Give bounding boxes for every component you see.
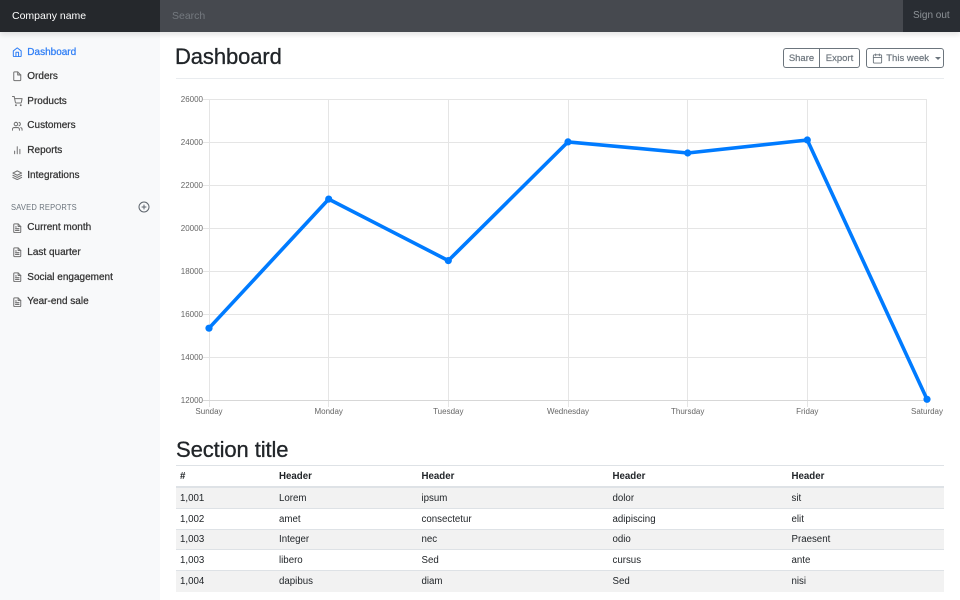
svg-text:26000: 26000 <box>181 95 204 104</box>
svg-text:20000: 20000 <box>181 224 204 233</box>
svg-text:Monday: Monday <box>314 407 342 416</box>
svg-text:Thursday: Thursday <box>671 407 704 416</box>
svg-text:16000: 16000 <box>181 310 204 319</box>
svg-text:22000: 22000 <box>181 181 204 190</box>
svg-text:Sunday: Sunday <box>195 407 222 416</box>
svg-text:14000: 14000 <box>181 353 204 362</box>
svg-text:24000: 24000 <box>181 138 204 147</box>
svg-text:Wednesday: Wednesday <box>547 407 589 416</box>
svg-text:Tuesday: Tuesday <box>433 407 463 416</box>
svg-text:Saturday: Saturday <box>911 407 943 416</box>
svg-text:Friday: Friday <box>796 407 818 416</box>
svg-text:12000: 12000 <box>181 396 204 405</box>
svg-text:18000: 18000 <box>181 267 204 276</box>
